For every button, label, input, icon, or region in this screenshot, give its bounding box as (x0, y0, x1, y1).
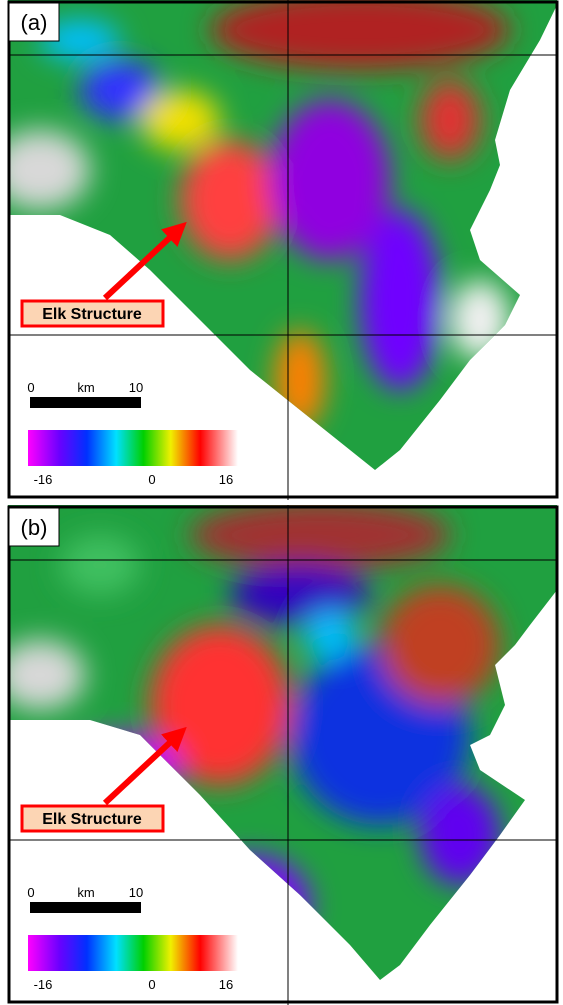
colorbar (28, 935, 238, 971)
scale-label: km (77, 380, 94, 395)
colorbar-tick-label: -16 (34, 472, 53, 487)
scale-label: km (77, 885, 94, 900)
colorbar-tick-label: -16 (34, 977, 53, 992)
panel: (b) Elk Structure 0 km 10 -16 0 16 (0, 500, 563, 1005)
map-image (0, 500, 563, 1005)
panel-label: (a) (21, 10, 48, 35)
map-image (0, 0, 563, 500)
annotation-text: Elk Structure (42, 811, 142, 828)
scale-label: 10 (129, 885, 143, 900)
panel-label: (b) (21, 515, 48, 540)
annotation-text: Elk Structure (42, 306, 142, 323)
figure: (a) Elk Structure 0 km 10 -16 0 16 (b) Elk Struct… (0, 0, 563, 1005)
colorbar (28, 430, 238, 466)
panel: (a) Elk Structure 0 km 10 -16 0 16 (0, 0, 563, 500)
scale-label: 0 (27, 380, 34, 395)
annotation-arrow (105, 735, 178, 803)
scale-label: 0 (27, 885, 34, 900)
colorbar-tick-label: 16 (219, 977, 233, 992)
scale-label: 10 (129, 380, 143, 395)
colorbar-tick-label: 0 (148, 472, 155, 487)
colorbar-tick-label: 16 (219, 472, 233, 487)
scale-bar (30, 397, 141, 408)
colorbar-tick-label: 0 (148, 977, 155, 992)
scale-bar (30, 902, 141, 913)
